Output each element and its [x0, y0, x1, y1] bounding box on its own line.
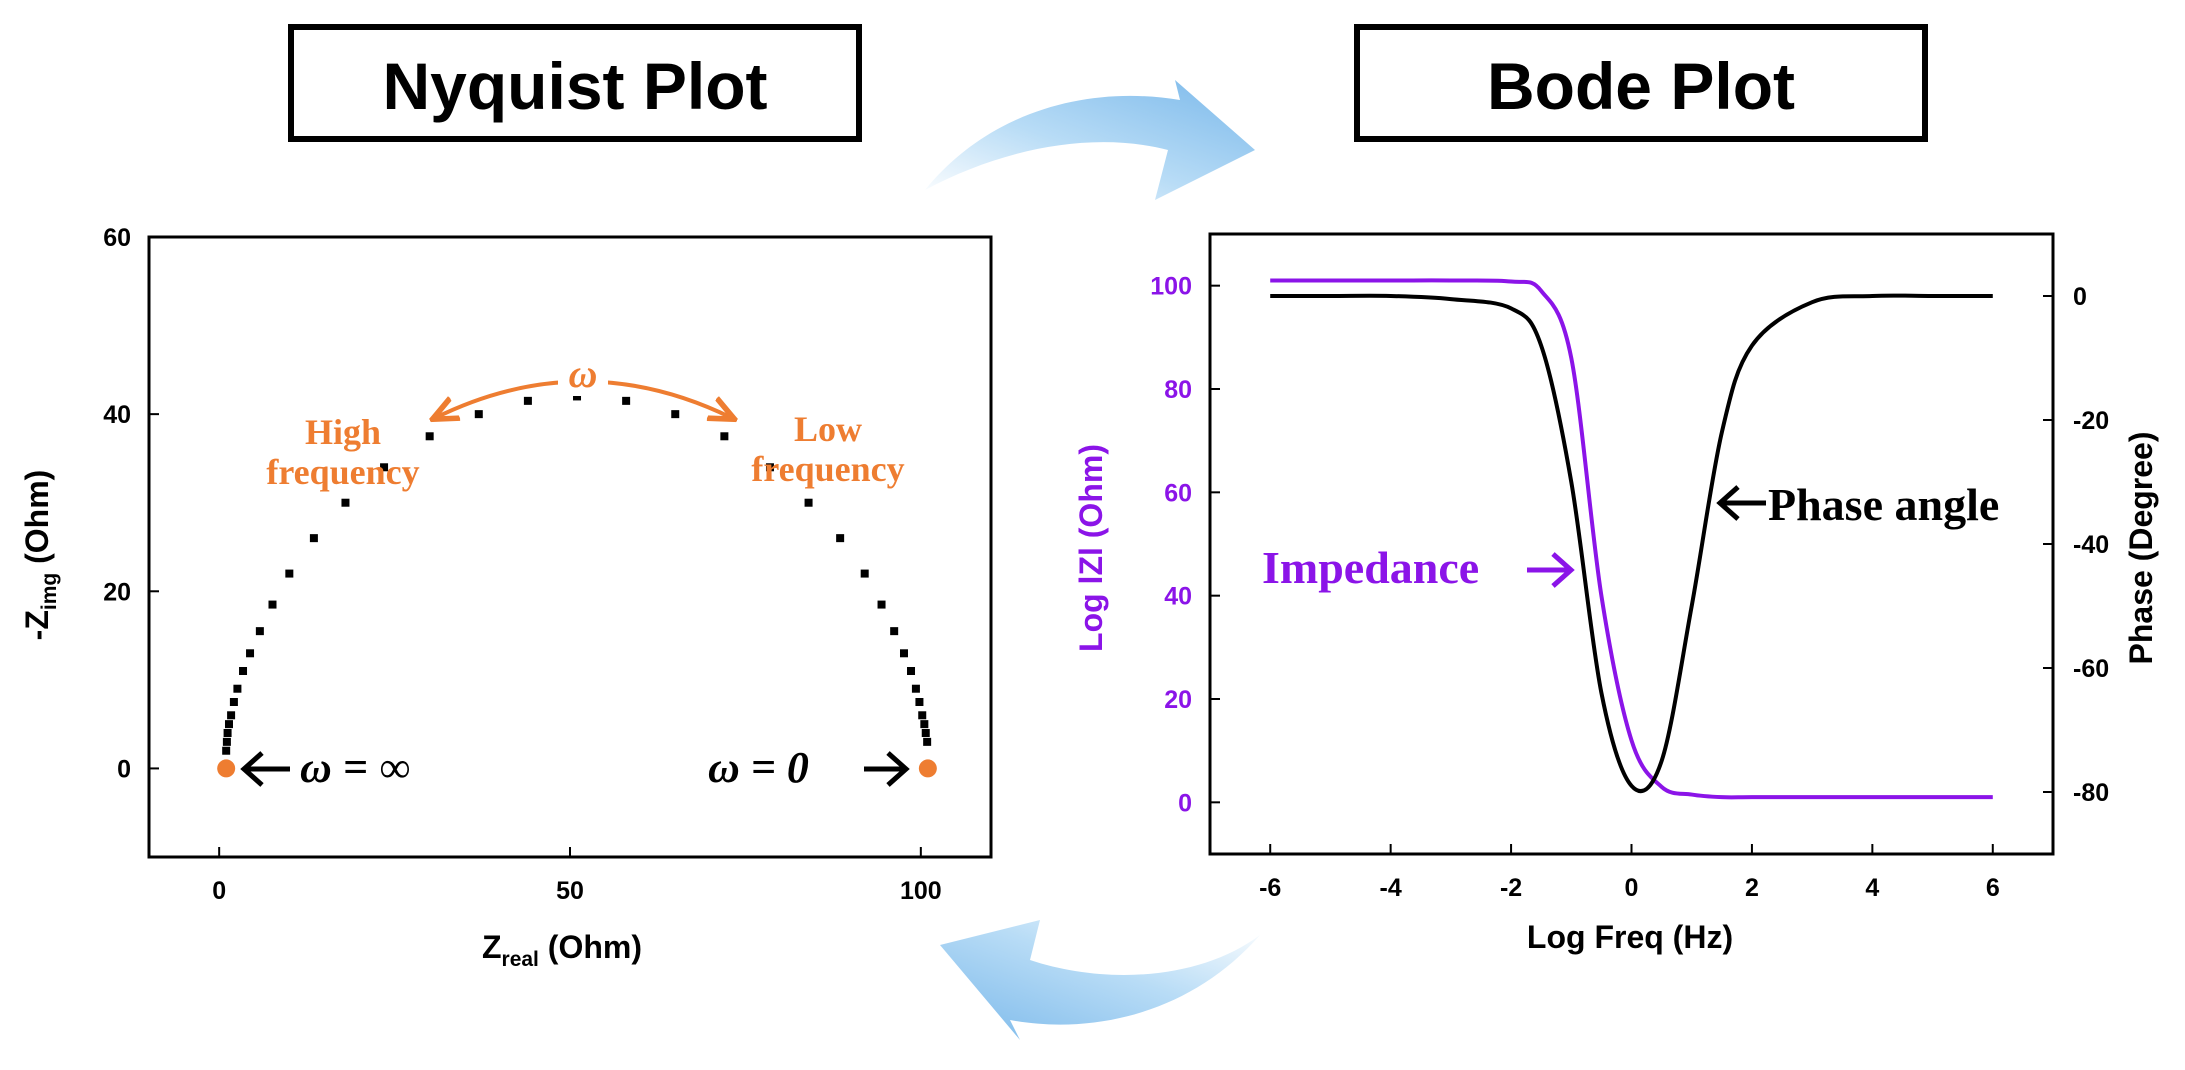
nyquist-data-point	[255, 627, 264, 636]
nyquist-data-point	[622, 396, 631, 405]
nyquist-data-point	[223, 729, 232, 737]
nyquist-ytick-label: 0	[117, 755, 131, 783]
nyquist-ytick-label: 40	[103, 401, 131, 429]
bode-ytick-right-label: -80	[2073, 779, 2109, 807]
bode-xtick-label: 2	[1745, 874, 1759, 902]
nyquist-data-point	[899, 649, 908, 658]
nyquist-data-point	[227, 711, 236, 720]
bode-series-impedance	[1270, 278, 1993, 800]
omega-zero-arrow-icon	[864, 751, 910, 787]
nyquist-chart: 0 50 100 0 20 40 60 -Zimg (Ohm) Zreal (Ohm) ω …	[19, 224, 993, 971]
impedance-label: Impedance	[1262, 542, 1479, 593]
nyquist-data-point	[911, 684, 920, 693]
nyquist-data-point	[229, 698, 238, 706]
nyquist-ytick-label: 60	[103, 224, 131, 252]
bode-xtick-label: 0	[1625, 874, 1639, 902]
nyquist-data-point	[720, 432, 729, 441]
nyquist-data-point	[915, 698, 924, 706]
nyquist-data-point	[341, 498, 350, 507]
nyquist-data-point	[233, 684, 242, 693]
bode-xtick-label: -2	[1500, 874, 1522, 902]
phase-angle-arrow-icon	[1716, 485, 1766, 521]
nyquist-data-point	[246, 649, 255, 658]
nyquist-data-point	[765, 463, 774, 472]
nyquist-xtick-label: 50	[556, 877, 584, 905]
bode-xtick-label: 4	[1865, 874, 1879, 902]
bode-ytick-left-label: 40	[1164, 583, 1192, 611]
bode-xtick-label: 6	[1986, 874, 2000, 902]
nyquist-data-point	[425, 432, 434, 441]
low-frequency-line1: Low	[794, 409, 862, 449]
bode-ytick-left-label: 20	[1164, 686, 1192, 714]
nyquist-data-point	[923, 737, 932, 746]
nyquist-data-point	[474, 410, 483, 419]
bode-title: Bode Plot	[1487, 49, 1795, 123]
nyquist-title-box: Nyquist Plot	[288, 24, 862, 142]
omega-infinity-label: ω = ∞	[300, 743, 410, 792]
high-frequency-line1: High	[305, 412, 381, 452]
nyquist-data-point	[920, 720, 929, 729]
nyquist-data-point	[890, 627, 899, 636]
bode-xtick-label: -4	[1380, 874, 1402, 902]
bode-xlabel: Log Freq (Hz)	[1527, 919, 1733, 955]
bode-ytick-left-label: 80	[1164, 376, 1192, 404]
nyquist-data-point	[523, 396, 532, 405]
nyquist-ytick-label: 20	[103, 578, 131, 606]
omega-infinity-arrow-icon	[240, 751, 290, 787]
nyquist-data-point	[268, 600, 277, 609]
bode-ytick-left-label: 100	[1150, 273, 1192, 301]
bode-ytick-left-label: 0	[1178, 789, 1192, 817]
nyquist-data-point	[222, 746, 231, 755]
nyquist-xtick-label: 0	[212, 877, 226, 905]
nyquist-title: Nyquist Plot	[382, 49, 767, 123]
nyquist-data-point	[309, 534, 318, 543]
curved-arrow-left-icon	[940, 920, 1260, 1040]
nyquist-data-point	[836, 534, 845, 543]
nyquist-data-point	[921, 729, 930, 737]
nyquist-data-point	[804, 498, 813, 507]
nyquist-data-point	[907, 667, 916, 675]
nyquist-frame	[147, 235, 993, 859]
nyquist-data-point	[877, 600, 886, 609]
nyquist-data-point	[239, 667, 248, 675]
bode-ytick-right-label: -60	[2073, 655, 2109, 683]
bode-ytick-right-label: -40	[2073, 531, 2109, 559]
nyquist-data-point	[285, 569, 294, 578]
low-frequency-line2: frequency	[751, 449, 904, 489]
nyquist-xtick-label: 100	[900, 877, 942, 905]
nyquist-xlabel: Zreal (Ohm)	[482, 929, 642, 971]
omega-zero-label: ω = 0	[708, 743, 809, 792]
bode-ytick-left-label: 60	[1164, 479, 1192, 507]
high-frequency-line2: frequency	[266, 452, 419, 492]
nyquist-data-point	[224, 720, 233, 729]
bode-ytick-right-label: 0	[2073, 283, 2087, 311]
phase-angle-label: Phase angle	[1768, 479, 1999, 530]
bode-ylabel-right: Phase (Degree)	[2123, 432, 2159, 665]
bode-ytick-right-label: -20	[2073, 407, 2109, 435]
nyquist-ylabel: -Zimg (Ohm)	[19, 470, 61, 641]
nyquist-endpoint-dot	[217, 759, 236, 778]
nyquist-data-point	[918, 711, 927, 720]
impedance-arrow-icon	[1527, 552, 1575, 588]
curved-arrow-right-icon	[925, 80, 1255, 200]
nyquist-data-point	[222, 737, 231, 746]
nyquist-data-point	[671, 410, 680, 419]
bode-ylabel-left: Log lZl (Ohm)	[1073, 444, 1109, 652]
bode-series-phase-angle	[1270, 293, 1993, 793]
bode-title-box: Bode Plot	[1354, 24, 1928, 142]
bode-xtick-label: -6	[1259, 874, 1281, 902]
nyquist-data-point	[380, 463, 389, 472]
omega-label: ω	[569, 351, 598, 396]
nyquist-endpoint-dot	[918, 759, 937, 778]
nyquist-data-point	[860, 569, 869, 578]
